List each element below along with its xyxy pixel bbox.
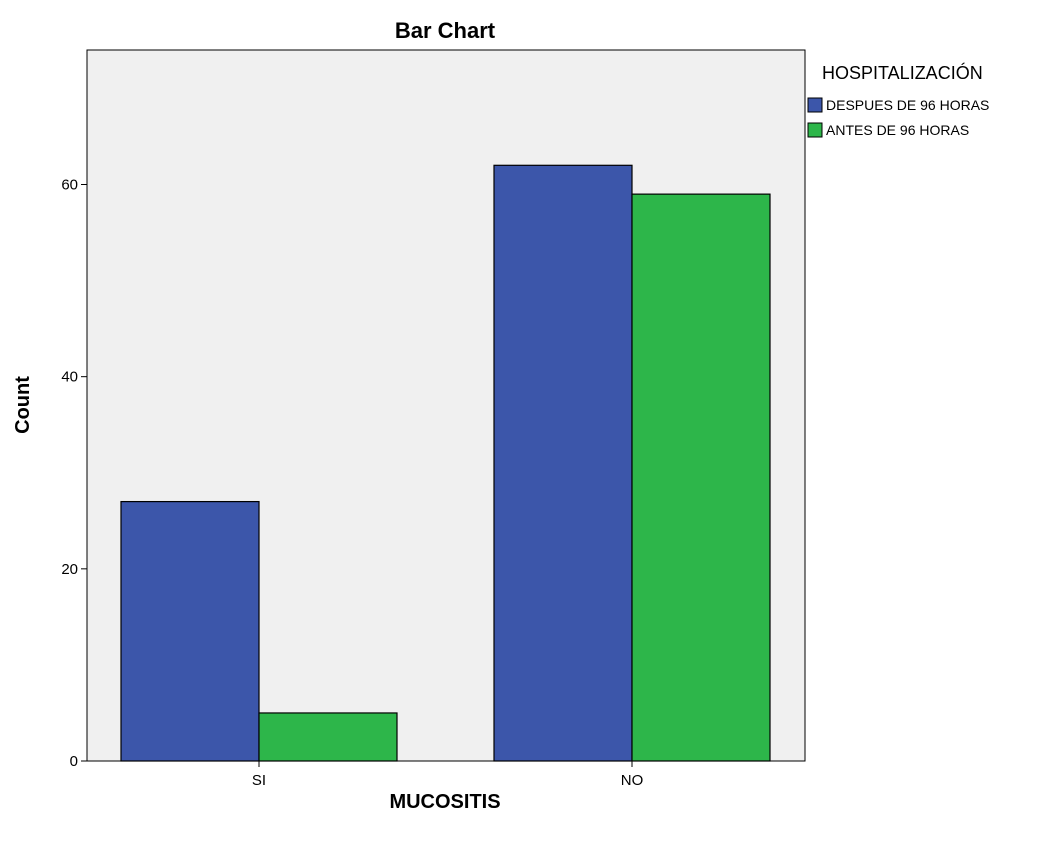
bar-no-series-2 (631, 193, 771, 762)
y-tick-label: 60 (61, 177, 78, 194)
legend-items: DESPUES DE 96 HORAS ANTES DE 96 HORAS (807, 97, 989, 138)
y-tick-label: 0 (70, 753, 78, 770)
bar-no-series-1 (493, 164, 633, 762)
legend-swatch (807, 97, 823, 113)
legend-swatch (807, 122, 823, 138)
chart-title: Bar Chart (395, 18, 496, 43)
x-axis-label: MUCOSITIS (389, 791, 500, 813)
legend-title: HOSPITALIZACIÓN (822, 62, 983, 83)
bars-layer (120, 164, 771, 762)
y-axis-ticks: 0 20 40 60 (61, 177, 87, 770)
y-tick-label: 40 (61, 369, 78, 386)
x-tick-label: NO (621, 772, 644, 789)
legend: HOSPITALIZACIÓN DESPUES DE 96 HORAS ANTES… (807, 62, 989, 138)
y-tick-label: 20 (61, 561, 78, 578)
y-axis-label: Count (12, 376, 34, 434)
x-tick-label: SI (252, 772, 266, 789)
legend-label: DESPUES DE 96 HORAS (826, 97, 989, 113)
bar-si-series-2 (258, 712, 398, 762)
x-axis-ticks: SI NO (252, 761, 643, 789)
legend-label: ANTES DE 96 HORAS (826, 122, 969, 138)
bar-si-series-1 (120, 500, 260, 762)
